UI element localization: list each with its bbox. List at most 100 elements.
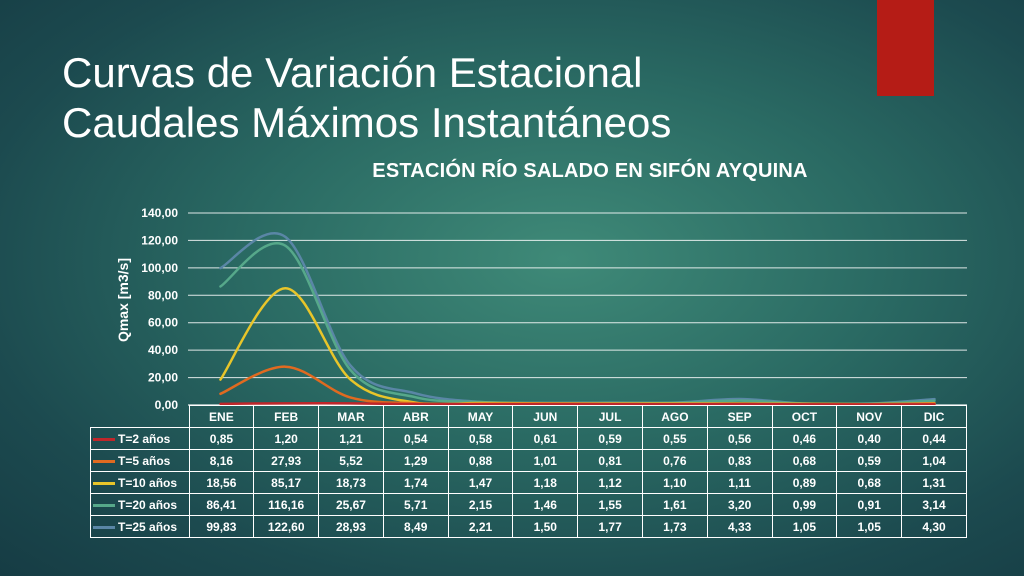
data-label: 1,01: [512, 449, 579, 472]
data-label: 0,55: [641, 427, 708, 450]
data-label: 1,74: [382, 471, 449, 494]
accent-bar: [877, 0, 934, 96]
data-label: 1,46: [512, 493, 579, 516]
legend-key-icon: [93, 503, 115, 507]
data-label: 4,30: [901, 515, 967, 538]
category-label: JUL: [577, 405, 643, 428]
data-label: 1,11: [706, 471, 773, 494]
data-label: 5,71: [382, 493, 449, 516]
data-label: 0,46: [771, 427, 838, 450]
category-label: DIC: [901, 405, 967, 428]
data-label: 1,50: [512, 515, 579, 538]
data-label: 1,18: [512, 471, 579, 494]
data-label: 8,16: [188, 449, 255, 472]
data-label: 0,56: [706, 427, 773, 450]
slide-title-line-1: Curvas de Variación Estacional: [62, 49, 643, 96]
data-label: 0,59: [577, 427, 643, 450]
category-label: NOV: [836, 405, 903, 428]
series-name: T=2 años: [118, 431, 171, 446]
series-name: T=25 años: [118, 519, 178, 534]
data-label: 3,14: [901, 493, 967, 516]
legend-key-icon: [93, 525, 115, 529]
series-name: T=10 años: [118, 475, 178, 490]
data-label: 86,41: [188, 493, 255, 516]
data-table: ENE FEB MAR ABR MAY JUN JUL AGO SEP OCT NOV DIC T=2…: [90, 405, 967, 538]
data-label: 2,15: [447, 493, 514, 516]
data-label: 1,05: [771, 515, 838, 538]
data-label: 3,20: [706, 493, 773, 516]
y-tick-label: 80,00: [148, 288, 178, 302]
series-line: [219, 402, 936, 406]
data-label: 4,33: [706, 515, 773, 538]
series-line: [219, 232, 936, 406]
y-tick-label: 140,00: [141, 206, 178, 220]
legend-entry: T=20 años: [90, 493, 190, 516]
data-label: 1,05: [836, 515, 903, 538]
data-label: 1,55: [577, 493, 643, 516]
data-label: 0,83: [706, 449, 773, 472]
y-tick-label: 100,00: [141, 261, 178, 275]
category-label: FEB: [253, 405, 320, 428]
legend-entry: T=5 años: [90, 449, 190, 472]
data-label: 0,44: [901, 427, 967, 450]
data-label: 1,77: [577, 515, 643, 538]
legend-key-icon: [93, 437, 115, 441]
data-label: 0,68: [836, 471, 903, 494]
data-label: 1,12: [577, 471, 643, 494]
y-tick-label: 60,00: [148, 316, 178, 330]
table-corner: [91, 406, 190, 428]
table-row: T=2 años 0,85 1,20 1,21 0,54 0,58 0,61 0,59 0,55…: [90, 427, 967, 450]
data-label: 0,76: [641, 449, 708, 472]
category-label: JUN: [512, 405, 579, 428]
legend-entry: T=2 años: [90, 427, 190, 450]
category-label: ENE: [188, 405, 255, 428]
y-tick-label: 40,00: [148, 343, 178, 357]
chart-title: ESTACIÓN RÍO SALADO EN SIFÓN AYQUINA: [372, 160, 808, 182]
legend-entry: T=25 años: [90, 515, 190, 538]
category-label: SEP: [706, 405, 773, 428]
category-header-row: ENE FEB MAR ABR MAY JUN JUL AGO SEP OCT NOV DIC: [91, 405, 967, 428]
data-label: 1,20: [253, 427, 320, 450]
data-label: 1,31: [901, 471, 967, 494]
data-label: 0,54: [382, 427, 449, 450]
data-label: 1,21: [318, 427, 384, 450]
data-label: 28,93: [318, 515, 384, 538]
data-label: 5,52: [318, 449, 384, 472]
table-row: T=10 años 18,56 85,17 18,73 1,74 1,47 1,18 1,12…: [90, 471, 967, 494]
data-label: 0,89: [771, 471, 838, 494]
data-label: 116,16: [253, 493, 320, 516]
data-label: 0,59: [836, 449, 903, 472]
y-tick-label: 120,00: [141, 233, 178, 247]
data-label: 0,40: [836, 427, 903, 450]
table-row: T=25 años 99,83 122,60 28,93 8,49 2,21 1,50 1,7…: [90, 515, 967, 538]
category-label: OCT: [771, 405, 838, 428]
data-label: 18,56: [188, 471, 255, 494]
data-label: 0,85: [188, 427, 255, 450]
series-name: T=5 años: [118, 453, 171, 468]
data-label: 1,04: [901, 449, 967, 472]
category-label: ABR: [382, 405, 449, 428]
y-tick-label: 20,00: [148, 371, 178, 385]
data-label: 0,81: [577, 449, 643, 472]
data-label: 8,49: [382, 515, 449, 538]
slide-title: Curvas de Variación Estacional Caudales …: [62, 48, 862, 148]
category-label: MAY: [447, 405, 514, 428]
data-label: 1,10: [641, 471, 708, 494]
table-row: T=20 años 86,41 116,16 25,67 5,71 2,15 1,46 1,5…: [90, 493, 967, 516]
data-label: 0,99: [771, 493, 838, 516]
data-label: 2,21: [447, 515, 514, 538]
category-label: MAR: [318, 405, 384, 428]
data-label: 0,58: [447, 427, 514, 450]
data-label: 1,47: [447, 471, 514, 494]
data-label: 0,68: [771, 449, 838, 472]
data-label: 99,83: [188, 515, 255, 538]
legend-entry: T=10 años: [90, 471, 190, 494]
data-label: 25,67: [318, 493, 384, 516]
data-label: 0,88: [447, 449, 514, 472]
data-label: 85,17: [253, 471, 320, 494]
data-label: 1,29: [382, 449, 449, 472]
data-label: 18,73: [318, 471, 384, 494]
data-label: 0,61: [512, 427, 579, 450]
data-label: 122,60: [253, 515, 320, 538]
series-name: T=20 años: [118, 497, 178, 512]
